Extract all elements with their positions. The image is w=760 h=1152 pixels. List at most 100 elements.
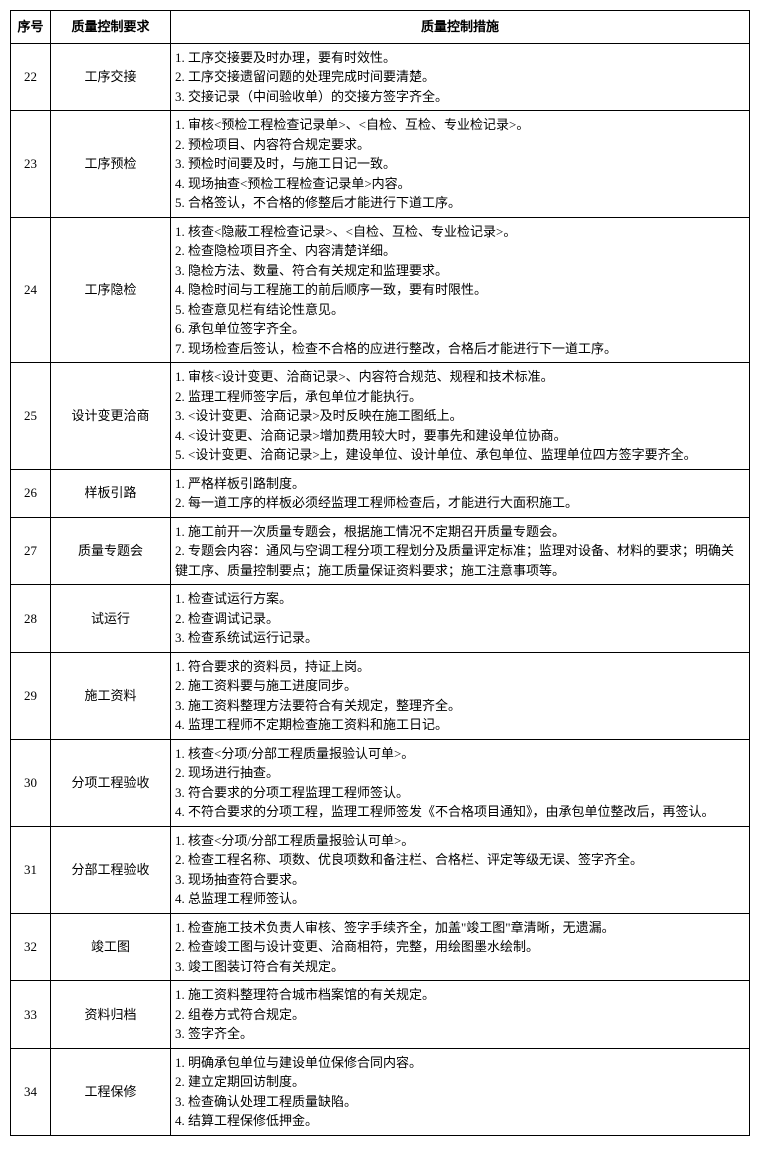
requirement-cell: 分部工程验收 [51,826,171,913]
measure-cell: 1. 核查<隐蔽工程检查记录>、<自检、互检、专业检记录>。2. 检查隐检项目齐… [171,217,750,363]
measure-line: 4. 隐检时间与工程施工的前后顺序一致，要有时限性。 [175,280,743,300]
measure-cell: 1. 明确承包单位与建设单位保修合同内容。2. 建立定期回访制度。3. 检查确认… [171,1048,750,1135]
measure-line: 1. 审核<设计变更、洽商记录>、内容符合规范、规程和技术标准。 [175,367,743,387]
measure-line: 5. <设计变更、洽商记录>上，建设单位、设计单位、承包单位、监理单位四方签字要… [175,445,743,465]
measure-line: 2. 监理工程师签字后，承包单位才能执行。 [175,387,743,407]
measure-line: 1. 明确承包单位与建设单位保修合同内容。 [175,1053,743,1073]
seq-cell: 31 [11,826,51,913]
measure-line: 2. 建立定期回访制度。 [175,1072,743,1092]
table-row: 22工序交接1. 工序交接要及时办理，要有时效性。2. 工序交接遗留问题的处理完… [11,43,750,111]
measure-line: 3. 交接记录（中间验收单）的交接方签字齐全。 [175,87,743,107]
measure-line: 2. 检查调试记录。 [175,609,743,629]
seq-cell: 33 [11,981,51,1049]
measure-line: 2. 每一道工序的样板必须经监理工程师检查后，才能进行大面积施工。 [175,493,743,513]
measure-line: 1. 符合要求的资料员，持证上岗。 [175,657,743,677]
measure-line: 1. 严格样板引路制度。 [175,474,743,494]
seq-cell: 32 [11,913,51,981]
measure-cell: 1. 检查施工技术负责人审核、签字手续齐全，加盖"竣工图"章清晰，无遗漏。2. … [171,913,750,981]
requirement-cell: 工序隐检 [51,217,171,363]
table-row: 24工序隐检1. 核查<隐蔽工程检查记录>、<自检、互检、专业检记录>。2. 检… [11,217,750,363]
measure-line: 2. 专题会内容：通风与空调工程分项工程划分及质量评定标准；监理对设备、材料的要… [175,541,743,580]
measure-line: 3. 符合要求的分项工程监理工程师签认。 [175,783,743,803]
header-requirement: 质量控制要求 [51,11,171,44]
measure-line: 1. 检查施工技术负责人审核、签字手续齐全，加盖"竣工图"章清晰，无遗漏。 [175,918,743,938]
requirement-cell: 资料归档 [51,981,171,1049]
table-header-row: 序号 质量控制要求 质量控制措施 [11,11,750,44]
measure-cell: 1. 施工资料整理符合城市档案馆的有关规定。2. 组卷方式符合规定。3. 签字齐… [171,981,750,1049]
measure-line: 2. 组卷方式符合规定。 [175,1005,743,1025]
measure-line: 2. 检查工程名称、项数、优良项数和备注栏、合格栏、评定等级无误、签字齐全。 [175,850,743,870]
requirement-cell: 样板引路 [51,469,171,517]
measure-line: 2. 工序交接遗留问题的处理完成时间要清楚。 [175,67,743,87]
requirement-cell: 设计变更洽商 [51,363,171,470]
table-row: 25设计变更洽商1. 审核<设计变更、洽商记录>、内容符合规范、规程和技术标准。… [11,363,750,470]
measure-line: 7. 现场检查后签认，检查不合格的应进行整改，合格后才能进行下一道工序。 [175,339,743,359]
seq-cell: 30 [11,739,51,826]
measure-line: 1. 核查<分项/分部工程质量报验认可单>。 [175,831,743,851]
table-row: 33资料归档1. 施工资料整理符合城市档案馆的有关规定。2. 组卷方式符合规定。… [11,981,750,1049]
measure-line: 4. 总监理工程师签认。 [175,889,743,909]
measure-line: 1. 核查<分项/分部工程质量报验认可单>。 [175,744,743,764]
requirement-cell: 工程保修 [51,1048,171,1135]
measure-line: 3. 现场抽查符合要求。 [175,870,743,890]
requirement-cell: 分项工程验收 [51,739,171,826]
table-row: 31分部工程验收1. 核查<分项/分部工程质量报验认可单>。2. 检查工程名称、… [11,826,750,913]
measure-cell: 1. 施工前开一次质量专题会，根据施工情况不定期召开质量专题会。2. 专题会内容… [171,517,750,585]
requirement-cell: 试运行 [51,585,171,653]
measure-line: 6. 承包单位签字齐全。 [175,319,743,339]
measure-line: 3. 隐检方法、数量、符合有关规定和监理要求。 [175,261,743,281]
measure-line: 5. 检查意见栏有结论性意见。 [175,300,743,320]
measure-cell: 1. 审核<预检工程检查记录单>、<自检、互检、专业检记录>。2. 预检项目、内… [171,111,750,218]
measure-line: 4. 现场抽查<预检工程检查记录单>内容。 [175,174,743,194]
measure-line: 5. 合格签认，不合格的修整后才能进行下道工序。 [175,193,743,213]
measure-line: 1. 检查试运行方案。 [175,589,743,609]
measure-line: 3. <设计变更、洽商记录>及时反映在施工图纸上。 [175,406,743,426]
measure-line: 1. 核查<隐蔽工程检查记录>、<自检、互检、专业检记录>。 [175,222,743,242]
requirement-cell: 竣工图 [51,913,171,981]
measure-line: 1. 施工资料整理符合城市档案馆的有关规定。 [175,985,743,1005]
measure-line: 3. 预检时间要及时，与施工日记一致。 [175,154,743,174]
quality-control-table: 序号 质量控制要求 质量控制措施 22工序交接1. 工序交接要及时办理，要有时效… [10,10,750,1136]
requirement-cell: 质量专题会 [51,517,171,585]
seq-cell: 34 [11,1048,51,1135]
measure-cell: 1. 核查<分项/分部工程质量报验认可单>。2. 检查工程名称、项数、优良项数和… [171,826,750,913]
table-row: 34工程保修1. 明确承包单位与建设单位保修合同内容。2. 建立定期回访制度。3… [11,1048,750,1135]
seq-cell: 22 [11,43,51,111]
requirement-cell: 施工资料 [51,652,171,739]
measure-line: 1. 施工前开一次质量专题会，根据施工情况不定期召开质量专题会。 [175,522,743,542]
table-row: 23工序预检1. 审核<预检工程检查记录单>、<自检、互检、专业检记录>。2. … [11,111,750,218]
measure-line: 2. 施工资料要与施工进度同步。 [175,676,743,696]
measure-line: 2. 预检项目、内容符合规定要求。 [175,135,743,155]
measure-line: 4. <设计变更、洽商记录>增加费用较大时，要事先和建设单位协商。 [175,426,743,446]
measure-line: 1. 工序交接要及时办理，要有时效性。 [175,48,743,68]
measure-cell: 1. 核查<分项/分部工程质量报验认可单>。2. 现场进行抽查。3. 符合要求的… [171,739,750,826]
measure-line: 2. 检查竣工图与设计变更、洽商相符，完整，用绘图墨水绘制。 [175,937,743,957]
seq-cell: 24 [11,217,51,363]
seq-cell: 26 [11,469,51,517]
measure-line: 3. 签字齐全。 [175,1024,743,1044]
header-seq: 序号 [11,11,51,44]
measure-line: 4. 不符合要求的分项工程，监理工程师签发《不合格项目通知》，由承包单位整改后，… [175,802,743,822]
table-row: 27质量专题会1. 施工前开一次质量专题会，根据施工情况不定期召开质量专题会。2… [11,517,750,585]
measure-line: 1. 审核<预检工程检查记录单>、<自检、互检、专业检记录>。 [175,115,743,135]
measure-cell: 1. 检查试运行方案。2. 检查调试记录。3. 检查系统试运行记录。 [171,585,750,653]
measure-line: 3. 检查系统试运行记录。 [175,628,743,648]
measure-line: 4. 监理工程师不定期检查施工资料和施工日记。 [175,715,743,735]
measure-cell: 1. 审核<设计变更、洽商记录>、内容符合规范、规程和技术标准。2. 监理工程师… [171,363,750,470]
measure-line: 2. 检查隐检项目齐全、内容清楚详细。 [175,241,743,261]
table-row: 29施工资料1. 符合要求的资料员，持证上岗。2. 施工资料要与施工进度同步。3… [11,652,750,739]
header-measure: 质量控制措施 [171,11,750,44]
seq-cell: 29 [11,652,51,739]
table-row: 32竣工图1. 检查施工技术负责人审核、签字手续齐全，加盖"竣工图"章清晰，无遗… [11,913,750,981]
seq-cell: 28 [11,585,51,653]
measure-line: 3. 竣工图装订符合有关规定。 [175,957,743,977]
measure-cell: 1. 工序交接要及时办理，要有时效性。2. 工序交接遗留问题的处理完成时间要清楚… [171,43,750,111]
measure-line: 3. 检查确认处理工程质量缺陷。 [175,1092,743,1112]
measure-line: 2. 现场进行抽查。 [175,763,743,783]
requirement-cell: 工序预检 [51,111,171,218]
measure-cell: 1. 严格样板引路制度。2. 每一道工序的样板必须经监理工程师检查后，才能进行大… [171,469,750,517]
measure-line: 3. 施工资料整理方法要符合有关规定，整理齐全。 [175,696,743,716]
table-row: 28试运行1. 检查试运行方案。2. 检查调试记录。3. 检查系统试运行记录。 [11,585,750,653]
table-row: 26样板引路1. 严格样板引路制度。2. 每一道工序的样板必须经监理工程师检查后… [11,469,750,517]
requirement-cell: 工序交接 [51,43,171,111]
